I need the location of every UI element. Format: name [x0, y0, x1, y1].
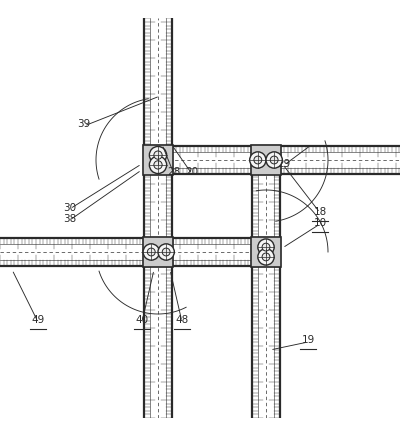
- Circle shape: [162, 248, 170, 256]
- Circle shape: [250, 152, 266, 168]
- Text: 40: 40: [136, 315, 148, 325]
- Text: 18: 18: [313, 207, 327, 217]
- Text: 20: 20: [186, 167, 198, 177]
- Text: 28: 28: [167, 167, 181, 177]
- Circle shape: [254, 156, 262, 164]
- Circle shape: [258, 239, 274, 255]
- Circle shape: [270, 156, 278, 164]
- Circle shape: [149, 146, 167, 164]
- Circle shape: [262, 243, 270, 251]
- Bar: [251, 145, 281, 175]
- Text: 39: 39: [77, 119, 91, 129]
- Circle shape: [262, 253, 270, 261]
- Text: 49: 49: [31, 315, 45, 325]
- Bar: [143, 237, 173, 267]
- Text: 38: 38: [63, 214, 77, 224]
- Circle shape: [147, 248, 155, 256]
- Text: 29: 29: [277, 159, 291, 169]
- Text: 48: 48: [175, 315, 189, 325]
- Bar: [143, 145, 173, 175]
- Circle shape: [154, 151, 162, 159]
- Circle shape: [158, 244, 174, 260]
- Circle shape: [266, 152, 282, 168]
- Circle shape: [143, 244, 160, 260]
- Text: 19: 19: [301, 335, 315, 345]
- Circle shape: [258, 249, 274, 265]
- Circle shape: [149, 156, 167, 174]
- Text: 10: 10: [314, 218, 326, 228]
- Bar: [251, 237, 281, 267]
- Text: 30: 30: [64, 203, 76, 213]
- Circle shape: [154, 161, 162, 169]
